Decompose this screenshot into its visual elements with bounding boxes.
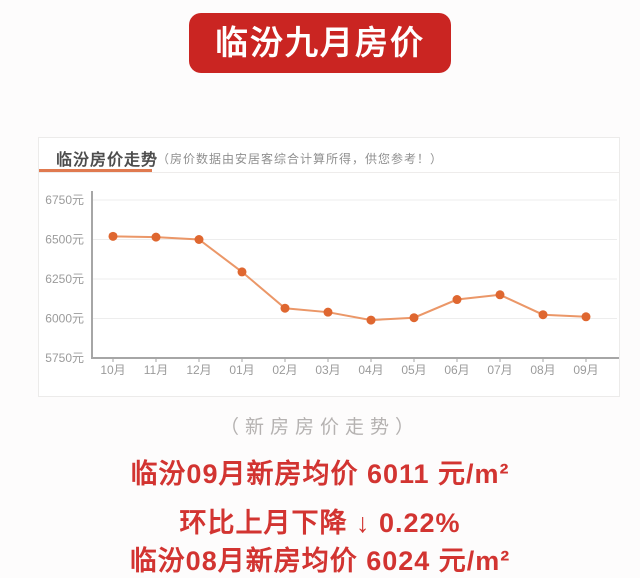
title-banner: 临汾九月房价: [189, 13, 451, 73]
svg-text:10月: 10月: [100, 363, 125, 377]
card-header: 临汾房价走势 （房价数据由安居客综合计算所得，供您参考！）: [39, 138, 619, 173]
svg-text:07月: 07月: [487, 363, 512, 377]
svg-text:05月: 05月: [401, 363, 426, 377]
price-summary-line-previous: 临汾08月新房均价 6024 元/m²: [129, 546, 511, 576]
svg-text:02月: 02月: [272, 363, 297, 377]
svg-text:6500元: 6500元: [45, 233, 84, 247]
svg-text:03月: 03月: [315, 363, 340, 377]
price-summary-line-current: 临汾09月新房均价 6011 元/m²: [130, 459, 510, 489]
svg-text:09月: 09月: [573, 363, 598, 377]
svg-text:6750元: 6750元: [45, 193, 84, 207]
card-note: （房价数据由安居客综合计算所得，供您参考！）: [157, 152, 444, 166]
price-trend-chart: 6750元 6500元 6250元 6000元 5750元 10月 11月 12月 01月 02月…: [45, 191, 619, 377]
svg-text:5750元: 5750元: [45, 351, 84, 365]
svg-text:04月: 04月: [358, 363, 383, 377]
svg-text:6250元: 6250元: [45, 272, 84, 286]
svg-text:11月: 11月: [144, 363, 168, 377]
card-title: 临汾房价走势: [56, 152, 159, 169]
svg-text:06月: 06月: [444, 363, 469, 377]
title-underline: [39, 169, 152, 172]
banner-title: 临汾九月房价: [215, 24, 425, 61]
svg-text:08月: 08月: [530, 363, 555, 377]
header-divider: [39, 172, 619, 173]
svg-text:01月: 01月: [229, 363, 254, 377]
price-summary-line-change: 环比上月下降 ↓ 0.22%: [179, 508, 461, 538]
chart-subtitle: （新房房价走势）: [219, 417, 420, 438]
svg-text:6000元: 6000元: [45, 312, 84, 326]
svg-text:12月: 12月: [186, 363, 211, 377]
price-trend-card: 临汾房价走势 （房价数据由安居客综合计算所得，供您参考！） 6750元 6500元…: [38, 137, 620, 397]
